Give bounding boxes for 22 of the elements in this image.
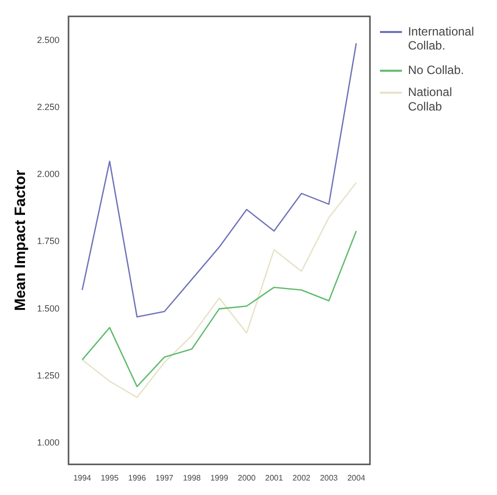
x-tick-label: 2002 [292, 473, 311, 482]
y-tick-label: 1.750 [36, 236, 60, 246]
x-tick-label: 1996 [128, 473, 146, 482]
x-tick-label: 1999 [210, 473, 229, 482]
x-tick-label: 2004 [347, 473, 366, 482]
x-tick-label: 1997 [156, 473, 174, 482]
x-tick-label: 2000 [238, 473, 256, 482]
y-tick-label: 2.250 [36, 102, 60, 112]
x-tick-label: 1995 [100, 473, 120, 482]
legend-label: No Collab. [408, 63, 464, 78]
x-tick-label: 1998 [182, 473, 202, 482]
x-tick-label: 2003 [320, 473, 338, 482]
y-tick-label: 2.000 [36, 169, 60, 180]
legend-label: International Collab. [408, 24, 474, 53]
y-tick-label: 1.500 [36, 303, 60, 314]
y-tick-label: 1.000 [36, 437, 60, 448]
y-axis-title: Mean Impact Factor [12, 170, 30, 311]
x-tick-label: 2001 [265, 473, 284, 482]
y-tick-label: 1.250 [36, 370, 60, 380]
y-tick-label: 2.500 [36, 35, 60, 46]
legend-label: National Collab [408, 85, 452, 114]
x-tick-label: 1994 [73, 473, 92, 482]
